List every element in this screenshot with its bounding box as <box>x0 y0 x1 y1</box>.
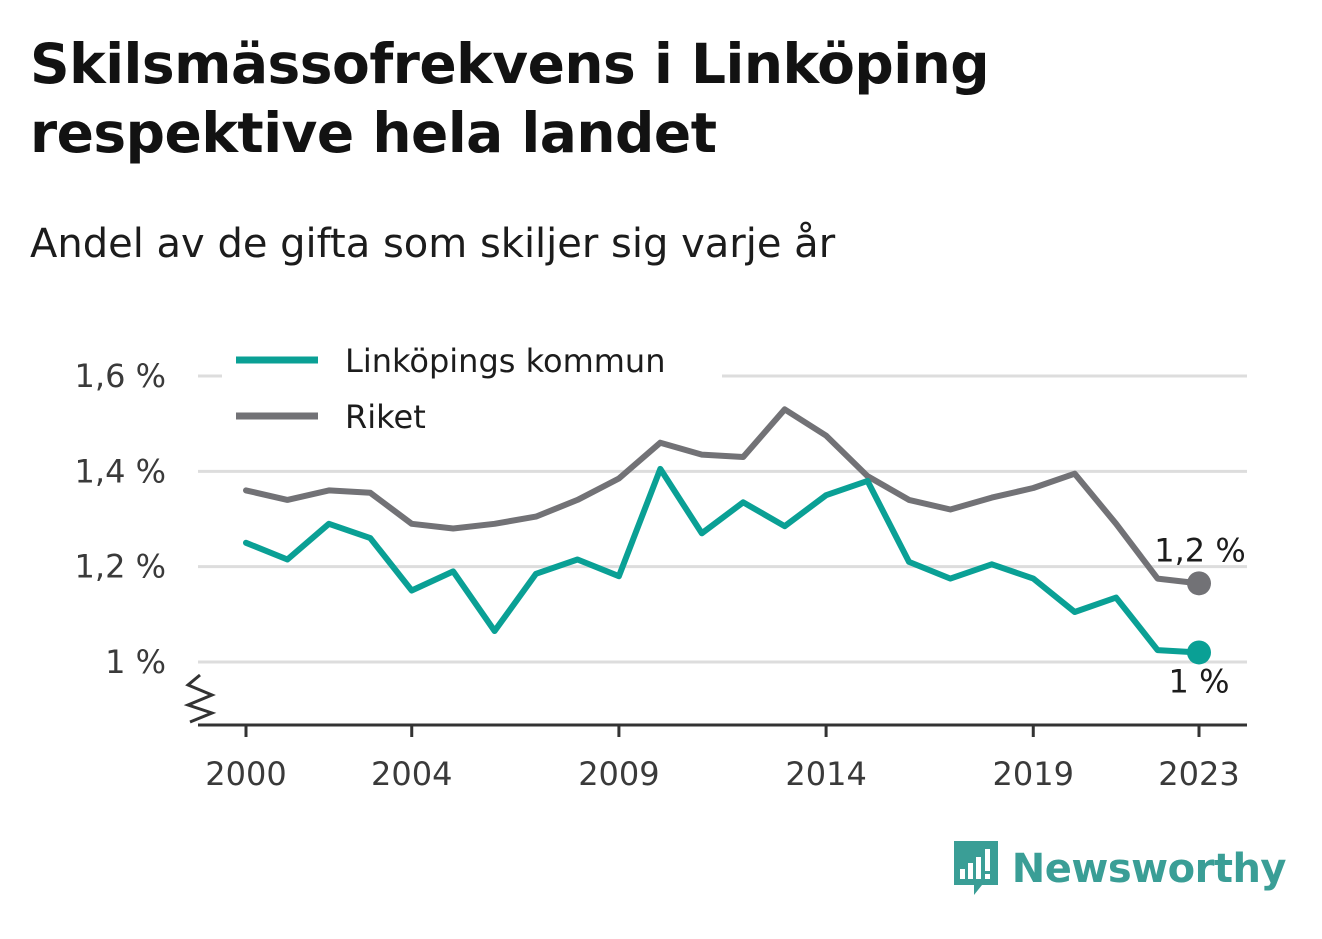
x-tick-label: 2019 <box>993 755 1074 793</box>
y-tick-label: 1,2 % <box>75 548 166 586</box>
chart-subtitle: Andel av de gifta som skiljer sig varje … <box>30 221 836 267</box>
y-tick-label: 1 % <box>105 643 166 681</box>
legend-label: Riket <box>345 398 426 436</box>
newsworthy-logo-icon <box>953 841 998 895</box>
newsworthy-brand: Newsworthy <box>952 839 1287 899</box>
x-tick-label: 2009 <box>578 755 659 793</box>
chart-title-line-2: respektive hela landet <box>30 101 717 165</box>
x-tick-label: 2000 <box>205 755 286 793</box>
series-line <box>243 465 1202 656</box>
series-end-marker <box>1187 571 1211 596</box>
y-tick-label: 1,6 % <box>75 357 166 395</box>
legend-label: Linköpings kommun <box>345 342 665 380</box>
chart-title: Skilsmässofrekvens i Linköping respektiv… <box>30 30 990 168</box>
y-tick-label: 1,4 % <box>75 452 166 490</box>
series-line <box>243 406 1202 587</box>
x-tick-label: 2014 <box>785 755 866 793</box>
axis-break-icon <box>183 673 217 724</box>
legend-background <box>222 338 722 443</box>
chart-title-line-1: Skilsmässofrekvens i Linköping <box>30 32 990 96</box>
brand-name: Newsworthy <box>1011 846 1287 892</box>
end-value-label: 1 % <box>1169 662 1230 700</box>
x-tick-label: 2023 <box>1158 755 1239 793</box>
end-value-label: 1,2 % <box>1154 531 1245 569</box>
x-tick-label: 2004 <box>371 755 452 793</box>
series-end-marker <box>1187 640 1211 665</box>
